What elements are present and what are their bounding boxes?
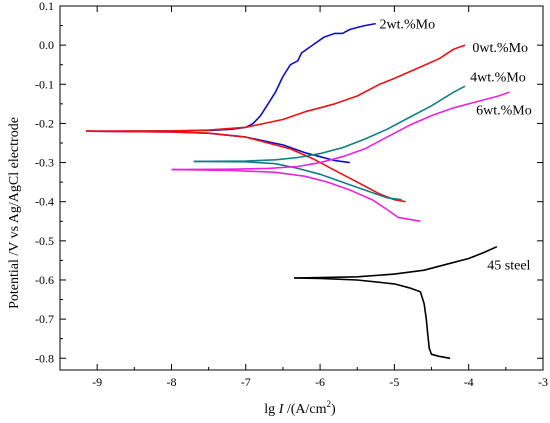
series-line-anodic-6wt-mo	[171, 91, 510, 171]
y-tick-label: -0.1	[35, 77, 54, 91]
x-axis-title-prefix: lg	[264, 402, 278, 417]
plot-frame	[59, 5, 544, 371]
series-label: 0wt.%Mo	[472, 41, 528, 56]
y-tick-label: -0.5	[35, 234, 54, 248]
x-axis-title-close: )	[331, 402, 336, 417]
x-tick-label: -8	[166, 375, 176, 389]
y-tick-label: -0.6	[35, 273, 54, 287]
series-line-anodic-45-steel	[294, 245, 498, 279]
x-axis-title: lg I /(A/cm2)	[264, 399, 336, 417]
y-tick-label: -0.2	[35, 116, 54, 130]
x-axis-title-var: I	[278, 402, 285, 417]
series-label: 6wt.%Mo	[476, 104, 532, 119]
x-tick-label: -6	[315, 375, 325, 389]
series-labels: 2wt.%Mo 0wt.%Mo 4wt.%Mo 6wt.%Mo 45 steel	[380, 18, 532, 274]
y-tick-label: -0.8	[35, 351, 54, 365]
axes: -9 -8 -7 -6 -5 -4 -3 0.1 0.0 -0.1 -0.2 -0.3 -0.4 -0.5…	[35, 0, 548, 389]
series-line-anodic-4wt-mo	[193, 85, 466, 163]
series-line-cathodic-4wt-mo	[193, 160, 402, 201]
x-axis-title-unit: /(A/cm	[283, 402, 326, 417]
series-line-anodic-2wt-mo	[86, 22, 376, 132]
x-tick-label: -9	[92, 375, 102, 389]
y-tick-label: 0.1	[39, 0, 54, 13]
x-tick-label: -5	[389, 375, 399, 389]
x-tick-label: -7	[241, 375, 251, 389]
series-line-cathodic-45-steel	[294, 277, 451, 360]
series-line-anodic-0wt-mo	[85, 44, 466, 132]
y-tick-label: -0.3	[35, 156, 54, 170]
series-line-cathodic-6wt-mo	[171, 168, 421, 223]
series-line-cathodic-0wt-mo	[85, 130, 406, 203]
y-tick-label: -0.7	[35, 312, 54, 326]
x-axis-title-sup: 2	[327, 399, 332, 409]
series-label: 2wt.%Mo	[380, 18, 436, 33]
y-axis-title: Potential /V vs Ag/AgCl electrode	[7, 117, 22, 309]
x-tick-label: -4	[464, 375, 474, 389]
series-label: 45 steel	[487, 258, 530, 273]
x-tick-label: -3	[538, 375, 548, 389]
y-tick-label: -0.4	[35, 195, 54, 209]
series-label: 4wt.%Mo	[470, 70, 526, 85]
y-tick-label: 0.0	[39, 38, 54, 52]
series-layer	[85, 22, 510, 360]
